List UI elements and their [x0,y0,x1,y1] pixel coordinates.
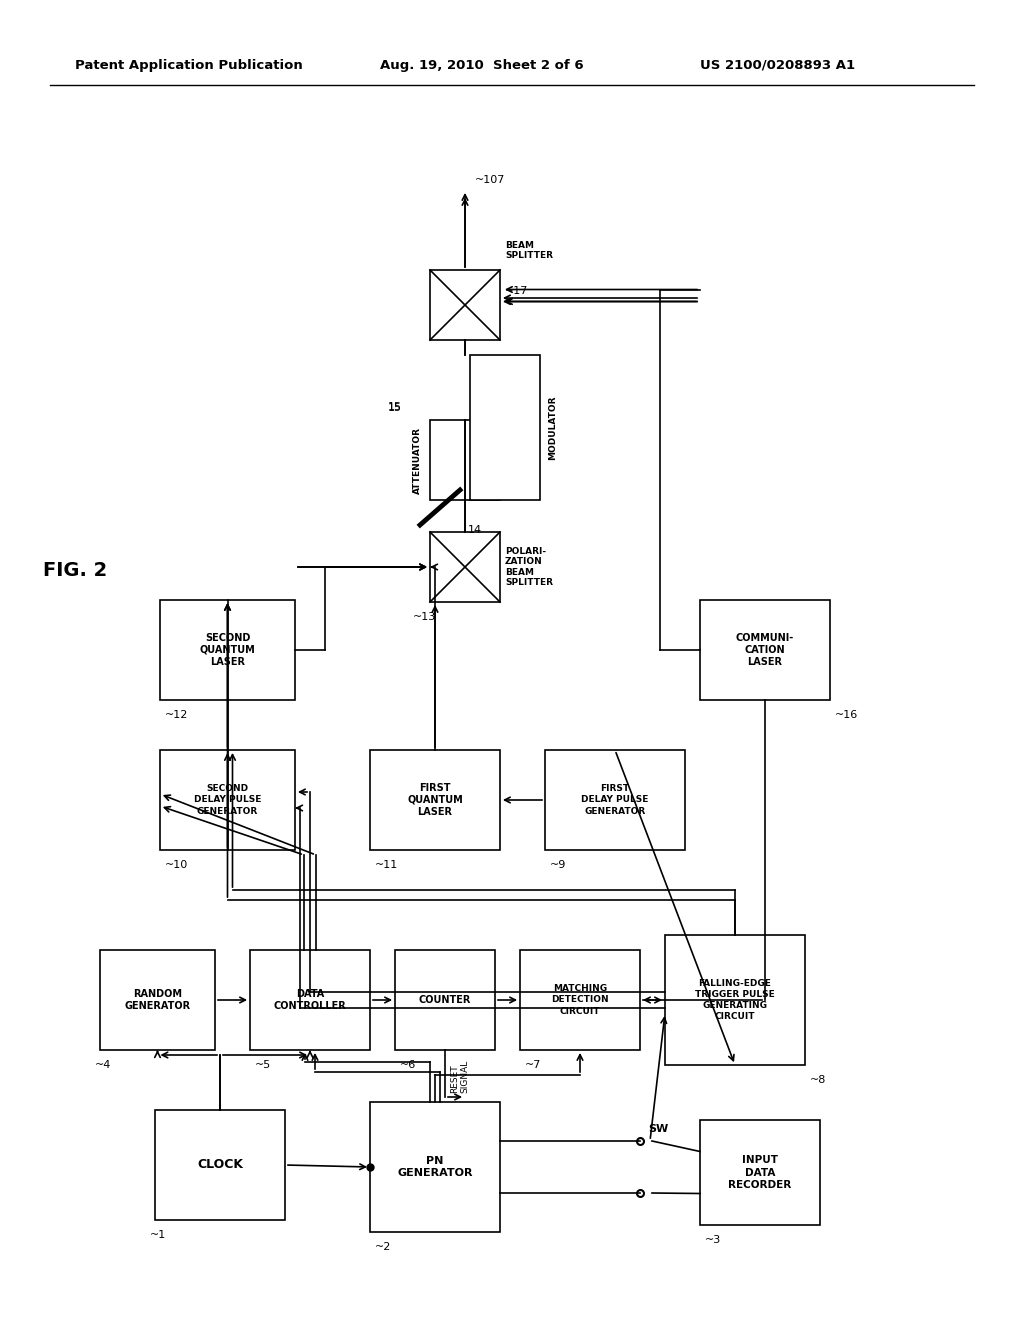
Text: ~4: ~4 [95,1060,112,1071]
Text: 15: 15 [388,403,402,413]
Text: FIRST
QUANTUM
LASER: FIRST QUANTUM LASER [408,783,463,817]
Text: ATTENUATOR: ATTENUATOR [413,426,422,494]
Text: FALLING-EDGE
TRIGGER PULSE
GENERATING
CIRCUIT: FALLING-EDGE TRIGGER PULSE GENERATING CI… [695,979,775,1022]
Bar [545,750,685,850]
Bar [370,1102,500,1232]
Text: DATA
CONTROLLER: DATA CONTROLLER [273,989,346,1011]
Text: CLOCK: CLOCK [197,1159,243,1172]
Bar [160,601,295,700]
Bar [155,1110,285,1220]
Text: SECOND
DELAY PULSE
GENERATOR: SECOND DELAY PULSE GENERATOR [194,784,261,816]
Bar [395,950,495,1049]
Text: Aug. 19, 2010  Sheet 2 of 6: Aug. 19, 2010 Sheet 2 of 6 [380,58,584,71]
Text: ~6: ~6 [400,1060,416,1071]
Text: FIG. 2: FIG. 2 [43,561,108,579]
Text: POLARI-
ZATION
BEAM
SPLITTER: POLARI- ZATION BEAM SPLITTER [505,546,553,587]
Text: INPUT
DATA
RECORDER: INPUT DATA RECORDER [728,1155,792,1189]
Text: MODULATOR: MODULATOR [548,395,557,459]
Bar [430,271,500,341]
Text: ~3: ~3 [705,1236,721,1245]
Text: PN
GENERATOR: PN GENERATOR [397,1156,473,1179]
Text: ~10: ~10 [165,861,188,870]
Text: MATCHING
DETECTION
CIRCUIT: MATCHING DETECTION CIRCUIT [551,985,609,1015]
Text: ~11: ~11 [375,861,398,870]
Bar [250,950,370,1049]
Text: ~12: ~12 [165,710,188,719]
Text: SW: SW [648,1125,669,1134]
Text: ~16: ~16 [835,710,858,719]
Text: US 2100/0208893 A1: US 2100/0208893 A1 [700,58,855,71]
Text: Patent Application Publication: Patent Application Publication [75,58,303,71]
Bar [370,750,500,850]
Text: FIRST
DELAY PULSE
GENERATOR: FIRST DELAY PULSE GENERATOR [582,784,648,816]
Text: ~9: ~9 [550,861,566,870]
Bar [160,750,295,850]
Text: ~2: ~2 [375,1242,391,1251]
Text: ~13: ~13 [414,612,436,622]
Bar [520,950,640,1049]
Text: ~8: ~8 [810,1074,826,1085]
Bar [700,601,830,700]
Text: ~107: ~107 [475,176,506,185]
Text: COMMUNI-
CATION
LASER: COMMUNI- CATION LASER [736,632,795,668]
Text: ~17: ~17 [505,286,528,296]
Text: RESET
SIGNAL: RESET SIGNAL [450,1060,469,1093]
Text: SECOND
QUANTUM
LASER: SECOND QUANTUM LASER [200,632,255,668]
Bar [100,950,215,1049]
Text: RANDOM
GENERATOR: RANDOM GENERATOR [125,989,190,1011]
Text: BEAM
SPLITTER: BEAM SPLITTER [505,240,553,260]
Text: 15: 15 [388,403,402,412]
Text: ~7: ~7 [525,1060,542,1071]
Text: 14: 14 [468,525,482,535]
Text: COUNTER: COUNTER [419,995,471,1005]
Bar [430,420,500,500]
Bar [430,532,500,602]
Bar [665,935,805,1065]
Bar [700,1119,820,1225]
Text: ~5: ~5 [255,1060,271,1071]
Bar [470,355,540,500]
Text: ~1: ~1 [150,1230,166,1239]
